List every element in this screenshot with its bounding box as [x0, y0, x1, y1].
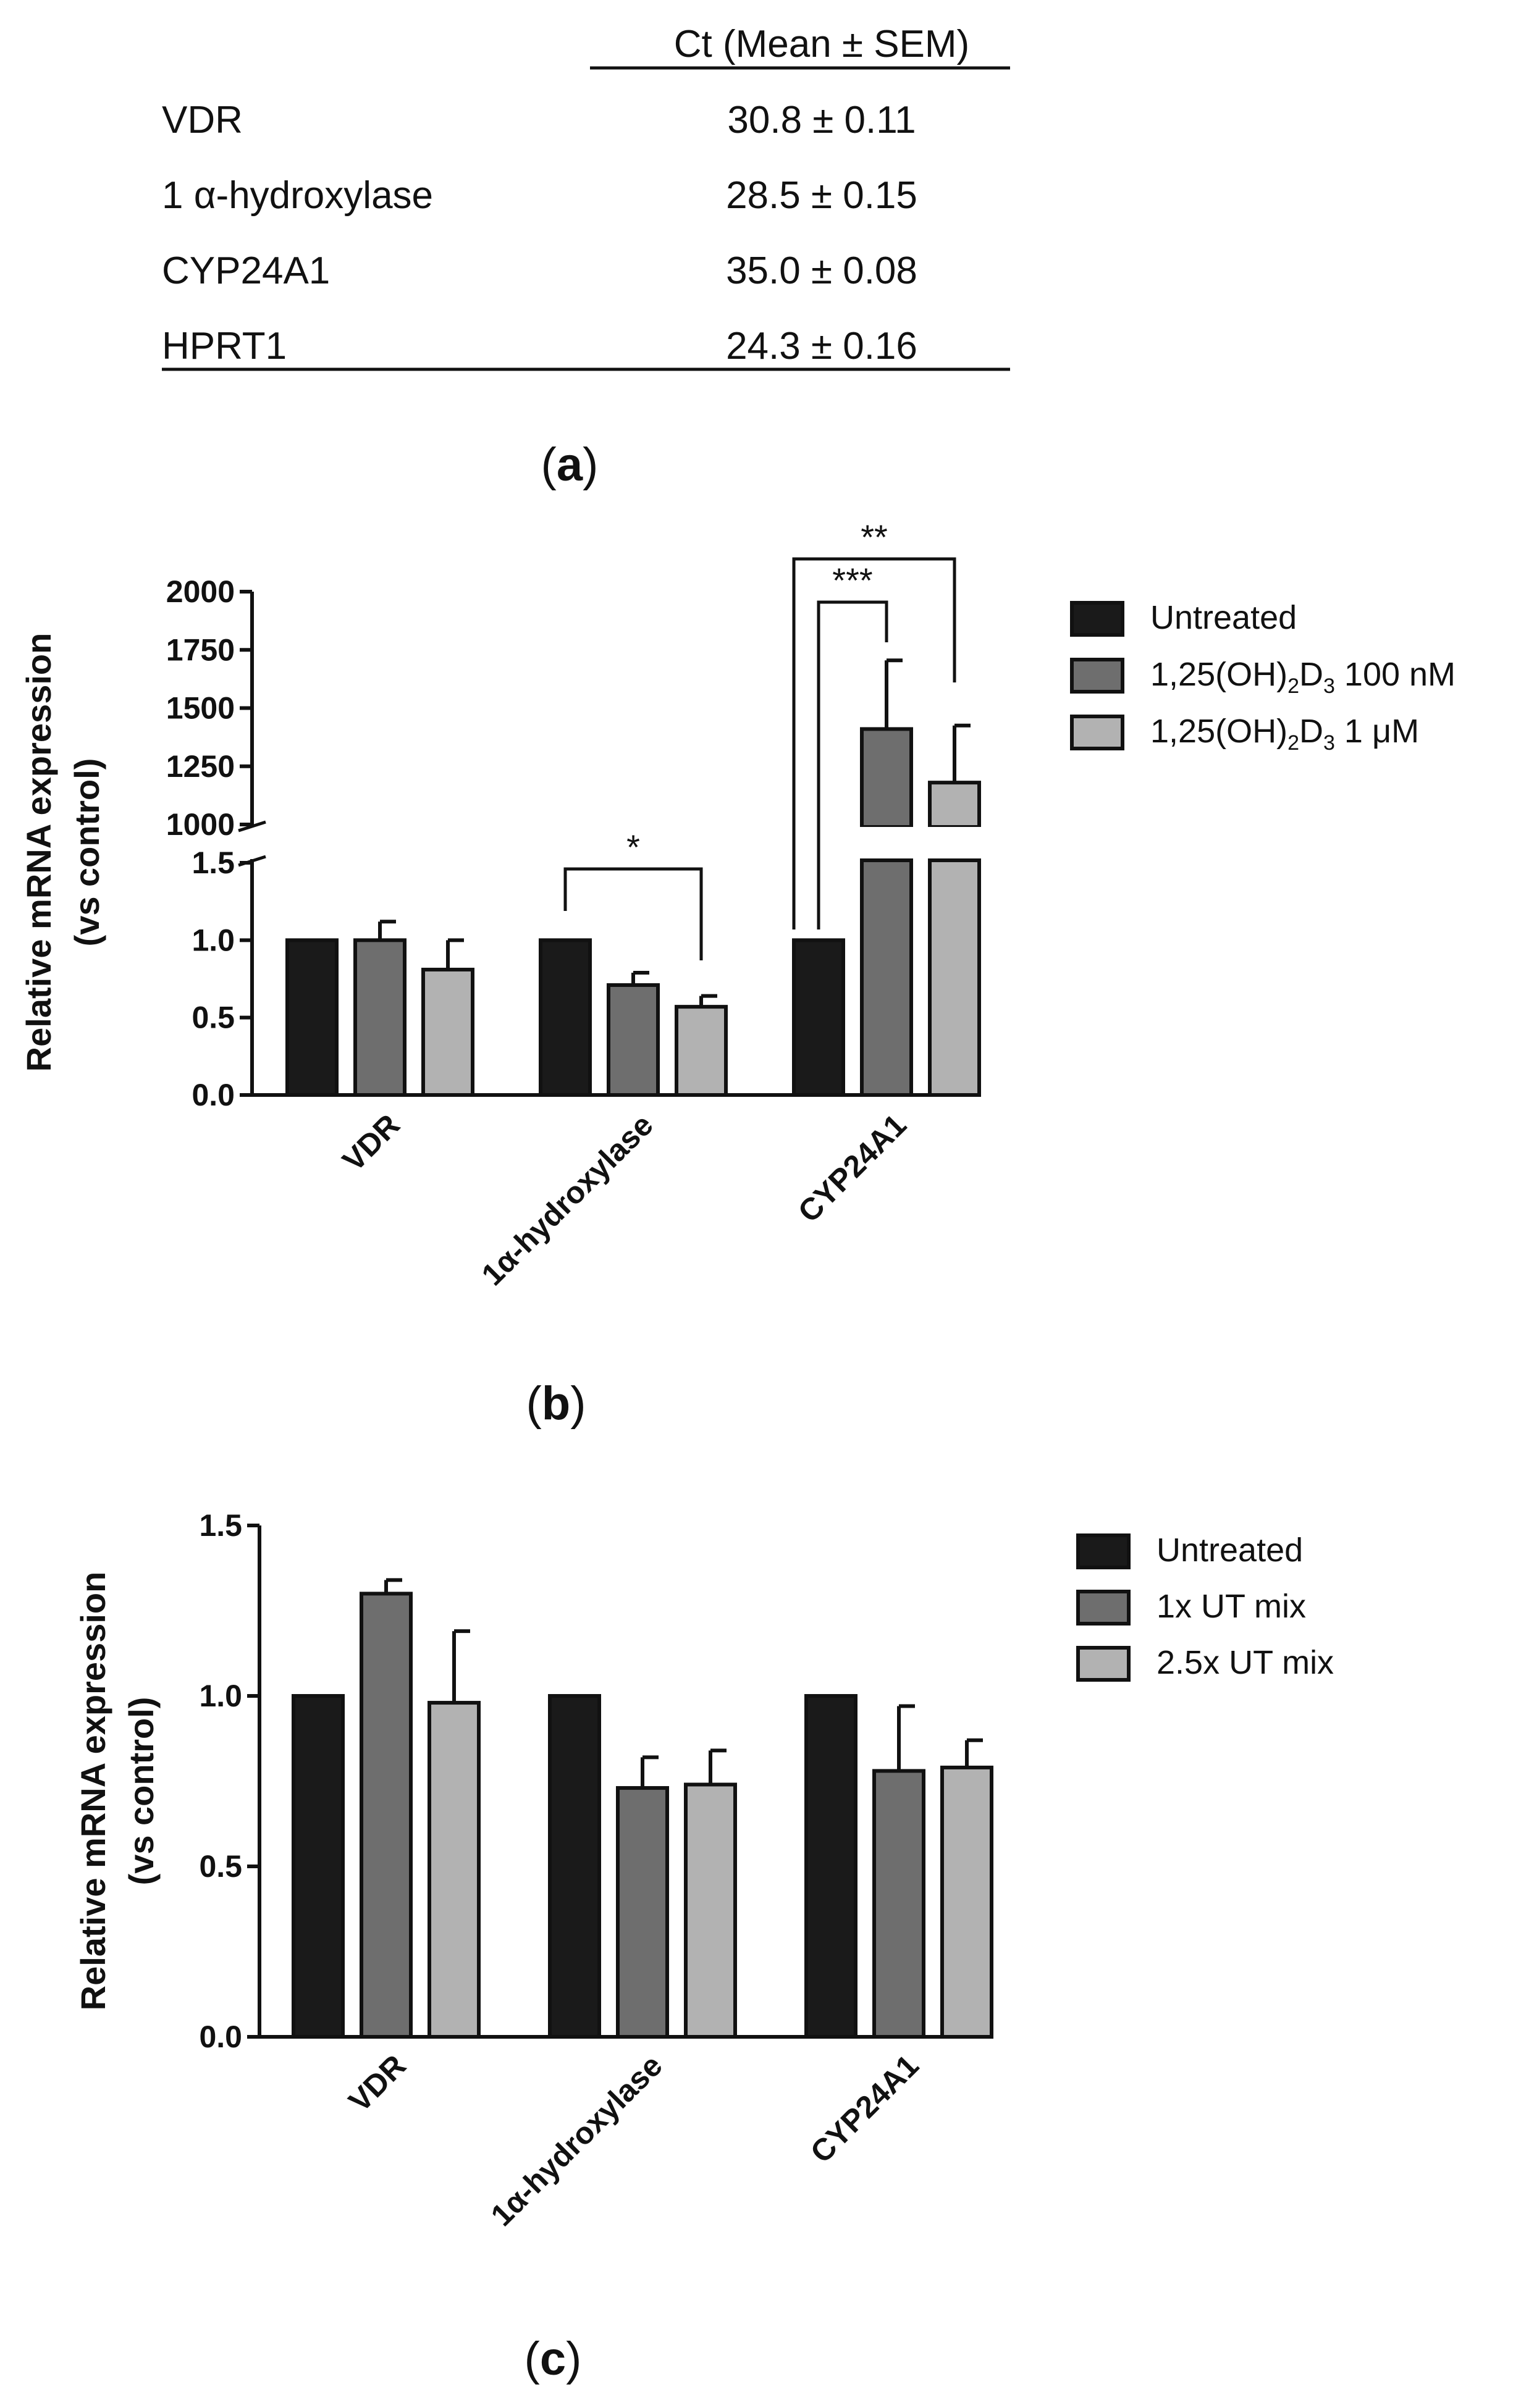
table-value: 28.5 ± 0.15: [726, 174, 917, 217]
table-header: Ct (Mean ± SEM): [674, 23, 969, 65]
chart-b-ylabel2: (vs control): [67, 758, 106, 947]
table-row: HPRT1 24.3 ± 0.16: [162, 325, 917, 367]
bar: [353, 938, 407, 1097]
y-tick-label: 1750: [166, 632, 235, 667]
legend-swatch: [1070, 715, 1124, 750]
table-value: 30.8 ± 0.11: [727, 99, 916, 141]
axis-break-gap: [926, 827, 983, 858]
bar: [928, 781, 981, 829]
svg-text:(a): (a): [541, 438, 599, 491]
bar: [292, 1694, 345, 2039]
panel-label-c: (c): [525, 2333, 582, 2385]
chart-b-ylabel: Relative mRNA expression: [19, 633, 58, 1072]
bar: [675, 1005, 728, 1097]
y-tick-label: 1.5: [192, 845, 235, 880]
bar: [860, 858, 913, 1097]
table-value: 35.0 ± 0.08: [726, 250, 917, 292]
bar: [860, 727, 913, 829]
y-tick-label: 0.0: [192, 1078, 235, 1112]
legend-label: 1x UT mix: [1157, 1588, 1306, 1625]
chart-c-marks: 0.0 0.5 1.0 1.5 VDR 1α-hydroxylase CYP24A1: [199, 1508, 993, 2233]
bar: [928, 858, 981, 1097]
table-row: VDR 30.8 ± 0.11: [162, 99, 916, 141]
chart-c-ylabel: Relative mRNA expression: [74, 1572, 112, 2011]
table-gene: 1 α-hydroxylase: [162, 174, 433, 217]
bar: [421, 967, 474, 1097]
table-row: CYP24A1 35.0 ± 0.08: [162, 250, 917, 292]
table-gene: VDR: [162, 99, 243, 141]
y-tick-label: 0.5: [199, 1849, 242, 1884]
y-tick-label: 0.5: [192, 1001, 235, 1035]
bar: [616, 1786, 669, 2039]
significance-bracket: [792, 557, 956, 929]
bar: [792, 938, 845, 1097]
table-gene: CYP24A1: [162, 250, 330, 292]
y-tick-label: 2000: [166, 574, 235, 609]
y-tick-label: 1000: [166, 807, 235, 842]
x-category-label: 1α-hydroxylase: [484, 2048, 669, 2233]
panel-letter: b: [542, 1377, 570, 1430]
table-gene: HPRT1: [162, 325, 287, 367]
bar: [940, 1765, 993, 2039]
y-tick-label: 1250: [166, 749, 235, 784]
y-tick-label: 1500: [166, 691, 235, 726]
svg-text:(b): (b): [526, 1377, 586, 1430]
panel-label-b: (b): [526, 1377, 586, 1430]
bar: [548, 1694, 601, 2039]
legend-swatch: [1076, 1590, 1131, 1626]
bar: [539, 938, 592, 1097]
y-tick-label: 0.0: [199, 2020, 242, 2054]
bar: [804, 1694, 857, 2039]
chart-c-legend: Untreated 1x UT mix 2.5x UT mix: [1076, 1532, 1334, 1682]
x-category-label: CYP24A1: [804, 2048, 925, 2170]
y-tick-label: 1.0: [199, 1679, 242, 1713]
axis-break-gap: [858, 827, 915, 858]
significance-label: *: [626, 828, 640, 866]
significance-bracket: [563, 867, 703, 960]
legend-swatch: [1076, 1533, 1131, 1569]
bar: [285, 938, 339, 1097]
x-category-label: CYP24A1: [791, 1107, 913, 1229]
significance-label: ***: [832, 561, 872, 600]
table-row: 1 α-hydroxylase 28.5 ± 0.15: [162, 174, 917, 217]
y-tick-label: 1.5: [199, 1508, 242, 1543]
legend-swatch: [1070, 658, 1124, 694]
ct-table: Ct (Mean ± SEM) VDR 30.8 ± 0.11 1 α-hydr…: [162, 23, 1010, 371]
legend-label: 1,25(OH)2D3 100 nM: [1150, 656, 1456, 698]
legend-label: Untreated: [1157, 1532, 1303, 1569]
bar: [428, 1701, 481, 2039]
panel-letter: a: [557, 438, 583, 491]
panel-label-a: (a): [541, 438, 599, 491]
legend-swatch: [1070, 601, 1124, 637]
legend-swatch: [1076, 1646, 1131, 1682]
bar: [872, 1769, 925, 2039]
x-category-label: 1α-hydroxylase: [475, 1107, 660, 1292]
chart-panel-c: 0.0 0.5 1.0 1.5 VDR 1α-hydroxylase CYP24A1 Rel…: [74, 1508, 1334, 2233]
legend-label: 1,25(OH)2D3 1 μM: [1150, 713, 1419, 755]
chart-b-legend: Untreated 1,25(OH)2D3 100 nM 1,25(OH)2D3 1…: [1070, 599, 1456, 755]
significance-bracket: [817, 600, 888, 929]
bar: [360, 1592, 413, 2039]
chart-c-ylabel2: (vs control): [122, 1697, 161, 1886]
legend-label: 2.5x UT mix: [1157, 1644, 1334, 1681]
bar: [607, 983, 660, 1097]
x-category-label: VDR: [336, 1107, 407, 1178]
x-category-label: VDR: [342, 2048, 413, 2118]
legend-label: Untreated: [1150, 599, 1297, 636]
table-value: 24.3 ± 0.16: [726, 325, 917, 367]
panel-letter: c: [540, 2333, 566, 2385]
bar: [684, 1782, 737, 2039]
svg-text:(c): (c): [525, 2333, 582, 2385]
significance-label: **: [861, 518, 888, 556]
y-tick-label: 1.0: [192, 923, 235, 957]
